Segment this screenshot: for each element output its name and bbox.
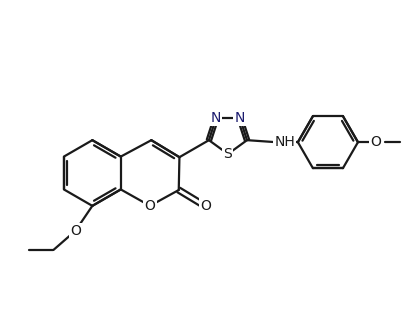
Text: N: N [211,111,221,125]
Text: O: O [145,199,156,213]
Text: O: O [70,224,81,238]
Text: NH: NH [274,135,295,149]
Text: S: S [224,147,232,161]
Text: O: O [371,135,382,149]
Text: O: O [200,199,211,213]
Text: N: N [234,111,245,125]
